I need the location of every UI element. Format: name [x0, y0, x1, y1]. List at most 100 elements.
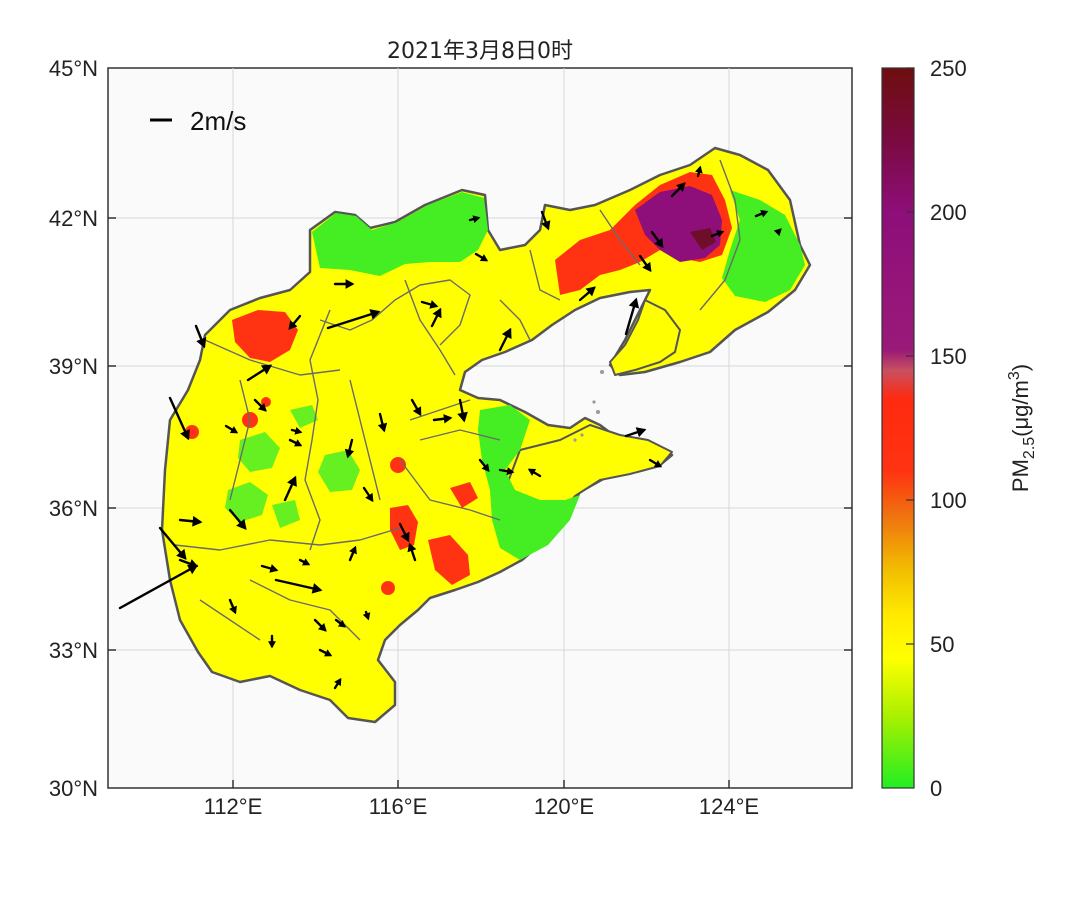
colorbar-tick-0: 0 [930, 776, 942, 801]
wind-arrow-head-53 [268, 641, 276, 649]
wind-scale-legend: 2m/s [150, 106, 246, 136]
wind-arrow-head-13 [311, 583, 323, 594]
wind-arrow-head-12 [192, 515, 203, 527]
lat-tick-33: 33°N [49, 638, 98, 663]
colorbar-tick-200: 200 [930, 200, 967, 225]
wind-arrow-head-7 [288, 320, 298, 330]
wind-arrow-head-25 [541, 220, 551, 231]
wind-arrow-head-39 [481, 463, 490, 472]
wind-arrow-head-28 [654, 237, 664, 249]
colorbar-tick-100: 100 [930, 488, 967, 513]
wind-arrow-head-44 [365, 492, 374, 503]
colorbar-rect [881, 67, 915, 789]
wind-arrow-head-51 [302, 558, 311, 566]
wind-arrow-head-2 [180, 429, 190, 441]
wind-arrow-head-30 [676, 182, 686, 192]
colorbar-label: PM2.5(μg/m3) [1006, 364, 1038, 492]
wind-arrow-head-15 [317, 622, 327, 632]
wind-arrow-head-50 [269, 564, 279, 573]
wind-arrow-head-38 [506, 467, 515, 476]
wind-arrow-head-17 [334, 677, 342, 687]
wind-arrow-head-36 [653, 460, 663, 468]
lat-tick-39: 39°N [49, 354, 98, 379]
wind-arrows [118, 165, 782, 690]
wind-arrow-head-52 [337, 620, 347, 628]
map-title: 2021年3月8日0时 [387, 39, 573, 64]
region-green-shanxi-east [272, 500, 300, 528]
wind-arrow-head-6 [345, 279, 355, 289]
wind-arrow-head-29 [642, 261, 652, 273]
region-green-hebei-mid [318, 450, 360, 492]
region-green-hebei-small [290, 405, 318, 428]
region-red-henan-3 [450, 482, 478, 508]
wind-arrow-head-37 [527, 468, 537, 476]
wind-arrow-head-20 [432, 307, 442, 319]
map-content [118, 146, 812, 724]
colorbar-label-main: PM [1008, 459, 1033, 492]
colorbar: 250 200 150 100 50 0 PM2.5(μg/m3) [881, 56, 1038, 801]
colorbar-label-sub: 2.5 [1021, 437, 1038, 459]
wind-arrow-head-41 [443, 414, 453, 424]
wind-arrow-head-23 [479, 254, 489, 262]
wind-arrow-head-5 [369, 309, 381, 320]
lon-tick-labels: 112°E 116°E 120°E 124°E [204, 794, 759, 819]
lon-tick-112: 112°E [204, 794, 263, 819]
region-green-shanxi-mid [238, 432, 280, 472]
wind-arrow-head-3 [196, 337, 207, 349]
colorbar-ticks [906, 67, 914, 645]
colorbar-label-close: ) [1008, 364, 1033, 371]
colorbar-label-unit: (μg/m [1008, 380, 1033, 437]
region-red-henan-2 [428, 535, 470, 585]
wind-arrow-0 [118, 564, 198, 610]
wind-arrow-head-21 [429, 300, 439, 309]
lon-tick-124: 124°E [699, 794, 759, 819]
wind-arrow-head-47 [294, 427, 303, 435]
wind-arrow-head-18 [349, 545, 357, 555]
wind-arrow-head-22 [472, 215, 481, 223]
wind-arrow-head-10 [287, 475, 297, 487]
wind-arrow-head-45 [400, 531, 410, 543]
wind-arrow-head-16 [324, 649, 333, 657]
wind-arrow-head-8 [257, 402, 267, 412]
lat-tick-labels: 45°N 42°N 39°N 36°N 33°N 30°N [49, 56, 98, 801]
region-red-shanxi-north [232, 310, 298, 362]
lat-tick-36: 36°N [49, 496, 98, 521]
region-red-spot-3 [381, 581, 395, 595]
colorbar-label-sup: 3 [1006, 371, 1023, 380]
region-green-shanxi-south [225, 482, 268, 522]
wind-arrow-head-46 [344, 448, 355, 459]
wind-arrow-head-1 [176, 548, 187, 560]
lat-tick-42: 42°N [49, 206, 98, 231]
lon-tick-120: 120°E [534, 794, 594, 819]
wind-arrow-head-40 [457, 411, 468, 423]
wind-arrow-head-31 [695, 165, 703, 174]
colorbar-tick-150: 150 [930, 344, 967, 369]
region-green-shandong [478, 405, 580, 560]
region-red-henan-1 [390, 505, 418, 550]
wind-arrow-head-14 [229, 605, 237, 615]
wind-arrow-5 [326, 310, 380, 330]
coast-islands [573, 370, 604, 442]
wind-arrow-head-33 [760, 210, 769, 218]
wind-arrow-13 [274, 578, 322, 592]
wind-arrow-head-49 [188, 559, 199, 569]
wind-arrow-head-43 [377, 422, 388, 433]
wind-arrow-head-34 [773, 228, 782, 237]
wind-arrow-head-32 [716, 230, 725, 238]
wind-arrow-head-48 [229, 426, 239, 434]
wind-arrow-head-24 [501, 327, 512, 339]
lat-tick-45: 45°N [49, 56, 98, 81]
wind-arrow-head-11 [236, 518, 247, 530]
region-liaodong [609, 299, 681, 376]
region-green-liaoning-east [722, 190, 805, 302]
lat-tick-30: 30°N [49, 776, 98, 801]
wind-arrow-head-26 [585, 286, 596, 297]
axis-ticks [108, 217, 852, 788]
wind-arrow-head-9 [294, 439, 303, 447]
region-green-north [312, 192, 488, 276]
wind-scale-label: 2m/s [190, 106, 246, 136]
wind-arrow-head-27 [628, 297, 640, 309]
wind-arrow-head-42 [412, 406, 422, 417]
wind-arrow-head-54 [362, 612, 371, 621]
